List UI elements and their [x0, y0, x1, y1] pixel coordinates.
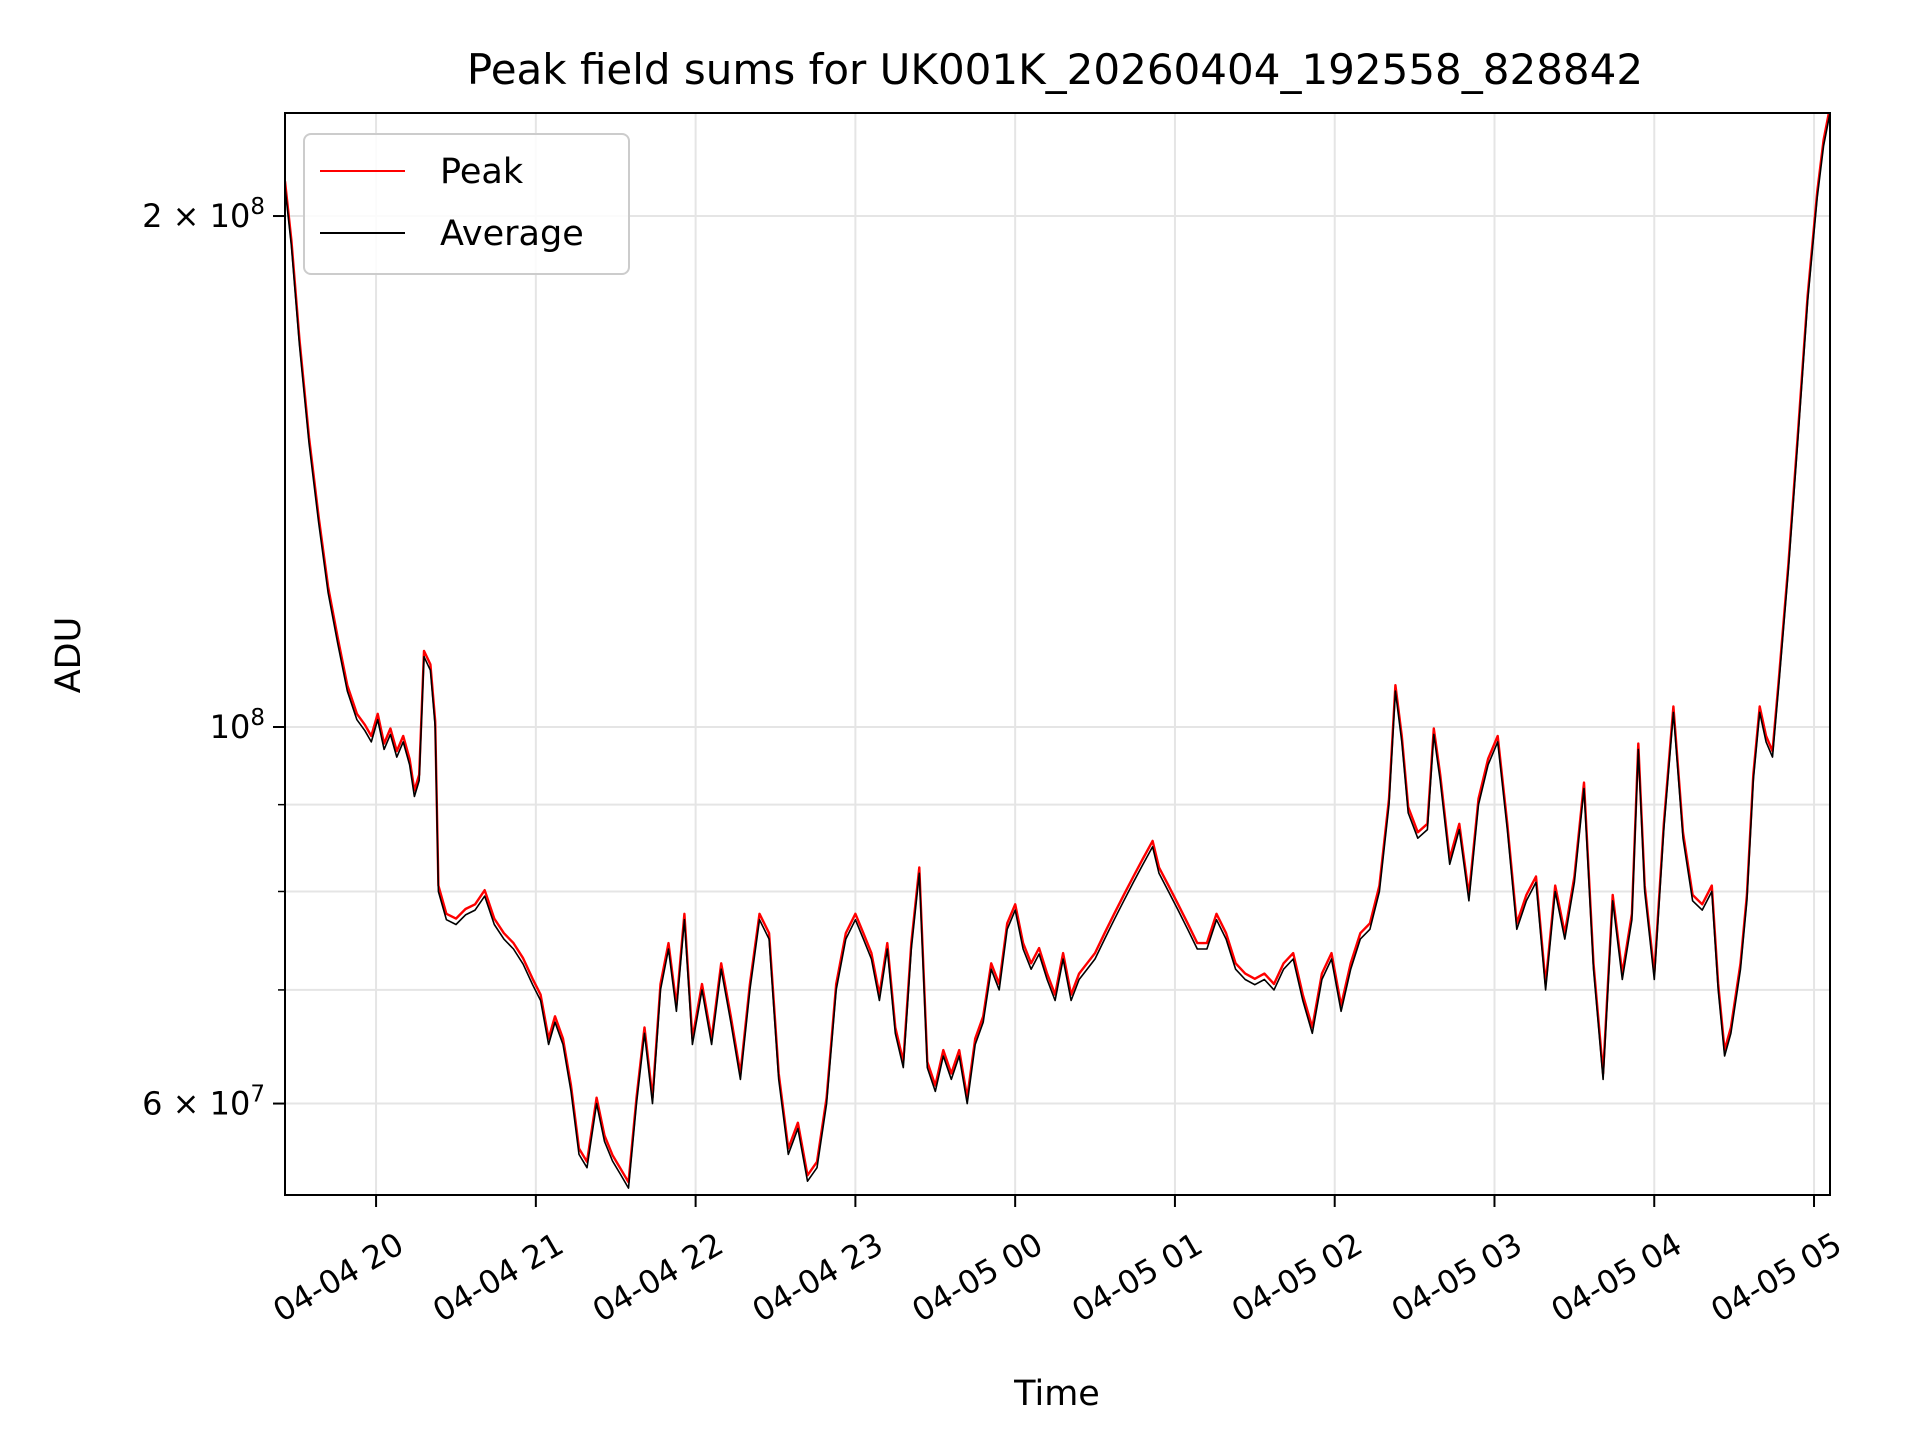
series-layer [285, 113, 1830, 1189]
legend-box [303, 133, 630, 275]
y-tick-label: 2 × 108 [142, 194, 265, 235]
y-tick-base: 10 [210, 708, 251, 746]
y-tick-base: × 10 [162, 197, 250, 235]
series-line-average [285, 113, 1830, 1189]
y-tick-mantissa: 2 [142, 197, 162, 235]
plot-frame [284, 112, 1831, 1196]
y-axis-label: ADU [49, 617, 89, 694]
y-tick-exponent: 8 [250, 705, 265, 731]
legend-label-average: Average [440, 214, 584, 254]
y-tick-base: × 10 [162, 1085, 250, 1123]
y-tick-label: 6 × 107 [142, 1082, 265, 1123]
chart-title: Peak field sums for UK001K_20260404_1925… [467, 45, 1643, 94]
y-tick-exponent: 8 [250, 194, 265, 220]
y-tick-exponent: 7 [250, 1082, 265, 1108]
y-tick-label: 108 [210, 705, 265, 746]
legend: Peak Average [303, 133, 630, 275]
legend-label-peak: Peak [440, 152, 524, 192]
x-axis-label: Time [1013, 1374, 1100, 1414]
y-tick-mantissa: 6 [142, 1085, 162, 1123]
